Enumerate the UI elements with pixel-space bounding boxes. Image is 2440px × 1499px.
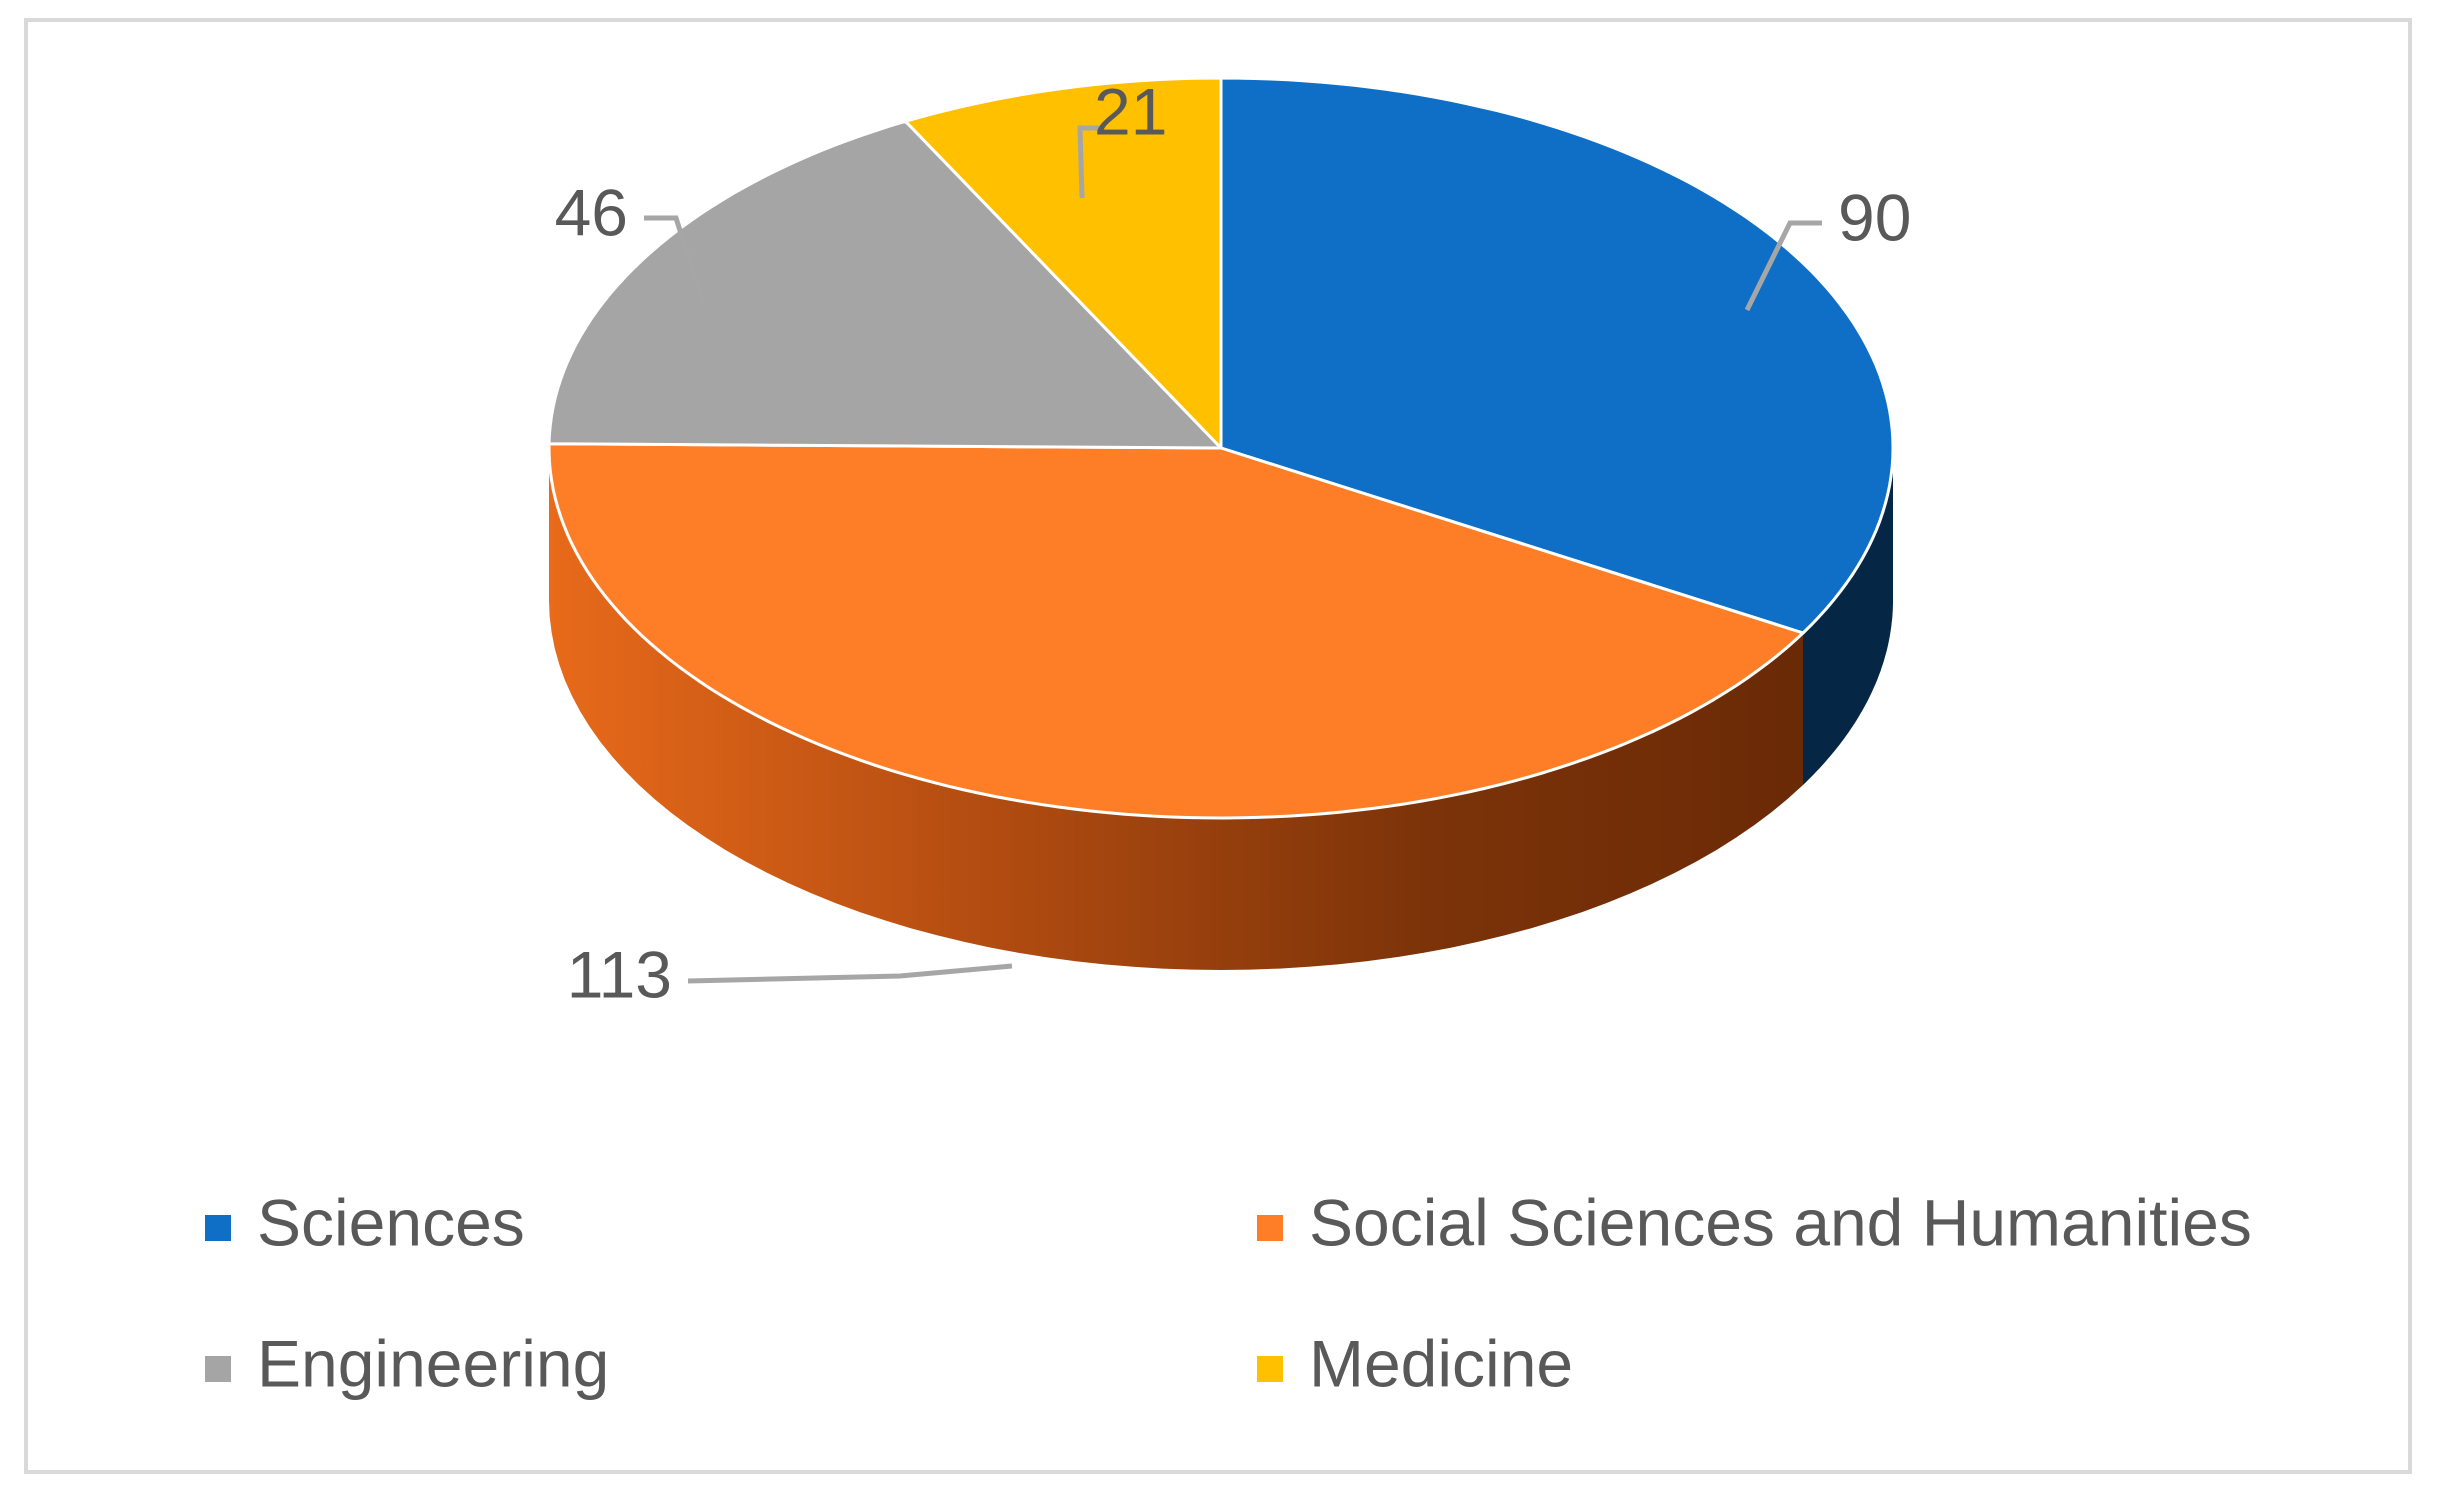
pie-slice-sciences <box>1219 76 1895 635</box>
pie-side-sciences <box>1803 448 1893 785</box>
data-labels: 90 113 46 21 <box>555 74 1912 1011</box>
data-label-engineering: 46 <box>555 175 628 249</box>
legend-label-medicine: Medicine <box>1309 1326 1573 1400</box>
pie-sides <box>549 448 1893 970</box>
pie-slice-social-sciences-and-humanities <box>547 442 1805 820</box>
data-label-sciences: 90 <box>1838 180 1911 254</box>
legend-swatch-social-sciences-and-humanities <box>1257 1215 1283 1241</box>
legend-label-social-sciences-and-humanities: Social Sciences and Humanities <box>1309 1185 2252 1259</box>
data-label-medicine: 21 <box>1094 74 1167 148</box>
leader-line-sciences <box>1744 220 1822 312</box>
pie-side-social-sciences-and-humanities <box>549 448 1803 970</box>
pie-slice-medicine <box>904 76 1223 450</box>
leader-lines <box>644 125 1822 984</box>
leader-line-social-sciences-and-humanities <box>687 963 1013 984</box>
data-label-social-sciences-and-humanities: 113 <box>567 937 672 1011</box>
legend: Sciences Social Sciences and Humanities En… <box>205 1185 2252 1400</box>
leader-line-engineering <box>644 215 707 306</box>
legend-label-engineering: Engineering <box>257 1326 609 1400</box>
legend-label-sciences: Sciences <box>257 1185 525 1259</box>
legend-swatch-engineering <box>205 1356 231 1382</box>
legend-swatch-medicine <box>1257 1356 1283 1382</box>
legend-swatch-sciences <box>205 1215 231 1241</box>
pie-slice-engineering <box>547 119 1223 450</box>
pie-tops <box>547 76 1895 820</box>
leader-line-medicine <box>1077 125 1102 199</box>
